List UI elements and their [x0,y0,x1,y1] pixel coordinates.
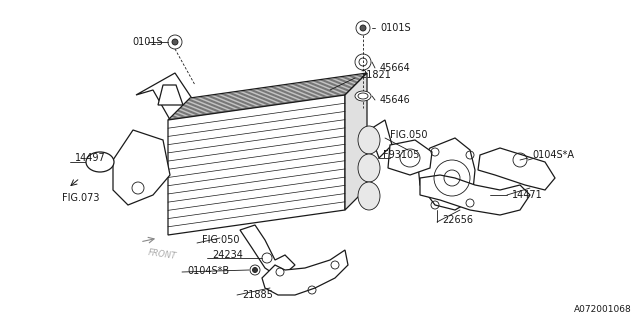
Text: 45664: 45664 [380,63,411,73]
Polygon shape [478,148,555,190]
Polygon shape [158,85,183,105]
Text: 0101S: 0101S [380,23,411,33]
Ellipse shape [358,126,380,154]
Circle shape [172,39,178,45]
Ellipse shape [355,91,371,101]
Text: 14497: 14497 [75,153,106,163]
Polygon shape [369,120,392,158]
Circle shape [360,25,366,31]
Text: 45646: 45646 [380,95,411,105]
Text: 24234: 24234 [212,250,243,260]
Polygon shape [345,73,367,210]
Polygon shape [388,140,432,175]
Text: FIG.050: FIG.050 [202,235,239,245]
Ellipse shape [358,182,380,210]
Polygon shape [168,95,345,235]
Text: 22656: 22656 [442,215,473,225]
Text: FRONT: FRONT [148,248,178,261]
Text: 21821: 21821 [360,70,391,80]
Ellipse shape [358,154,380,182]
Text: FIG.073: FIG.073 [62,193,99,203]
Text: A072001068: A072001068 [574,305,632,314]
Text: 0104S*B: 0104S*B [187,266,229,276]
Polygon shape [113,130,170,205]
Polygon shape [240,225,295,278]
Text: 21885: 21885 [242,290,273,300]
Polygon shape [262,250,348,295]
Text: 0104S*A: 0104S*A [532,150,574,160]
Circle shape [253,268,257,273]
Polygon shape [420,175,530,215]
Text: 0101S: 0101S [132,37,163,47]
Polygon shape [168,73,367,120]
Polygon shape [418,138,475,210]
Ellipse shape [86,152,114,172]
Polygon shape [136,73,195,125]
Text: F93105: F93105 [383,150,419,160]
Text: FIG.050: FIG.050 [390,130,428,140]
Text: 14471: 14471 [512,190,543,200]
